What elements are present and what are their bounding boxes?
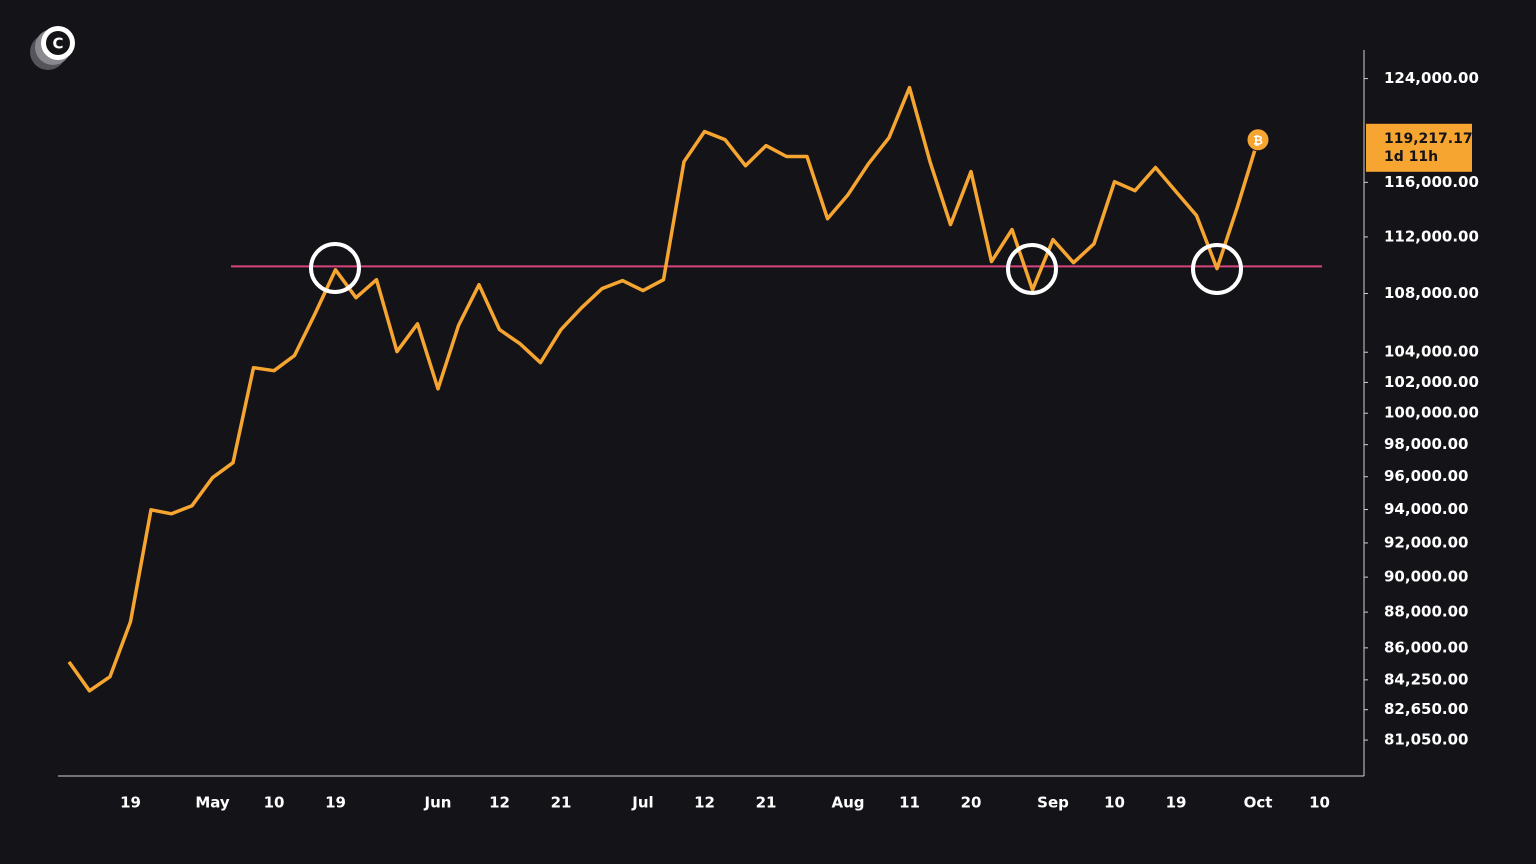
x-tick-label: 21	[551, 794, 572, 812]
x-tick-label: 19	[1166, 794, 1187, 812]
y-tick-label: 116,000.00	[1384, 173, 1479, 191]
coin-icon	[1246, 128, 1270, 152]
logo-inner	[46, 31, 70, 55]
y-tick-label: 100,000.00	[1384, 404, 1479, 422]
logo: C	[30, 26, 75, 70]
y-tick-label: 81,050.00	[1384, 731, 1468, 749]
x-tick-label: Jul	[631, 794, 653, 812]
highlight-circle	[1191, 243, 1243, 295]
x-tick-label: 21	[756, 794, 777, 812]
y-tick-label: 102,000.00	[1384, 373, 1479, 391]
y-tick-label: 88,000.00	[1384, 603, 1468, 621]
x-tick-label: 19	[325, 794, 346, 812]
x-tick-label: 10	[1104, 794, 1125, 812]
x-tick-label: Aug	[831, 794, 864, 812]
x-tick-label: 19	[120, 794, 141, 812]
logo-text: C	[52, 35, 63, 53]
x-tick-label: 12	[489, 794, 510, 812]
highlight-circle	[309, 242, 361, 294]
countdown: 1d 11h	[1384, 149, 1438, 165]
x-tick-label: 20	[961, 794, 982, 812]
y-tick-label: 124,000.00	[1384, 69, 1479, 87]
price-box	[1366, 123, 1472, 172]
x-tick-label: 11	[899, 794, 920, 812]
x-tick-label: 10	[1309, 794, 1330, 812]
x-tick-label: Jun	[424, 794, 452, 812]
x-tick-label: Sep	[1037, 794, 1069, 812]
y-tick-label: 90,000.00	[1384, 568, 1468, 586]
y-tick-label: 104,000.00	[1384, 343, 1479, 361]
price-line	[67, 85, 1260, 693]
y-tick-label: 92,000.00	[1384, 533, 1468, 551]
x-tick-label: 12	[694, 794, 715, 812]
y-tick-label: 84,250.00	[1384, 670, 1468, 688]
highlight-circle	[1006, 243, 1058, 295]
y-tick-label: 108,000.00	[1384, 284, 1479, 302]
y-tick-label: 98,000.00	[1384, 435, 1468, 453]
y-tick-label: 112,000.00	[1384, 227, 1479, 245]
x-tick-label: 10	[264, 794, 285, 812]
y-tick-label: 94,000.00	[1384, 500, 1468, 518]
x-tick-label: Oct	[1244, 794, 1273, 812]
x-tick-label: May	[195, 794, 230, 812]
y-tick-label: 86,000.00	[1384, 638, 1468, 656]
coin-symbol: ₿	[1253, 133, 1263, 147]
y-tick-label: 82,650.00	[1384, 700, 1468, 718]
y-tick-label: 96,000.00	[1384, 467, 1468, 485]
price-label: 119,217.17	[1384, 131, 1473, 147]
